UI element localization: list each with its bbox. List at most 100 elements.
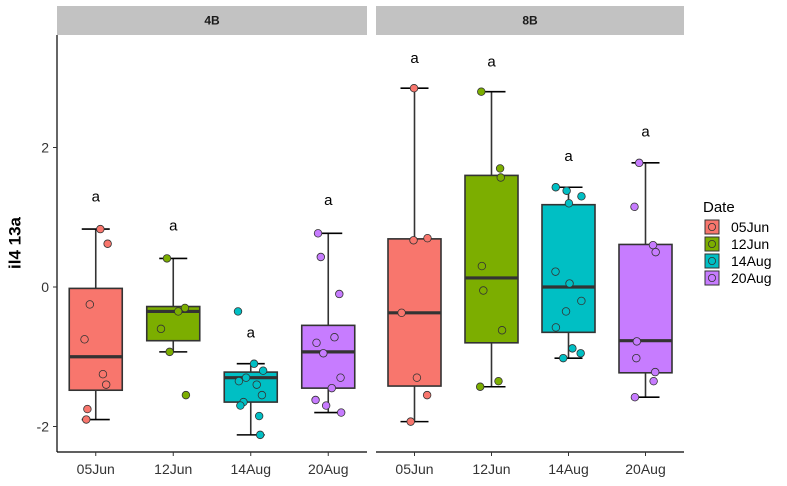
legend-title: Date xyxy=(703,199,735,216)
legend-label: 05Jun xyxy=(731,219,769,235)
significance-letter: a xyxy=(169,218,178,235)
data-point xyxy=(254,411,264,421)
legend-item-12Jun: 12Jun xyxy=(704,236,769,252)
box-group-14Aug: a 14Aug xyxy=(541,148,596,477)
data-point xyxy=(101,380,111,389)
legend-item-14Aug: 14Aug xyxy=(704,253,771,269)
data-point xyxy=(630,393,640,402)
y-axis-title: il4 13a xyxy=(5,216,24,269)
data-point xyxy=(497,326,507,335)
strip-background xyxy=(57,6,367,35)
data-point xyxy=(336,373,345,382)
box-group-12Jun: a 12Jun xyxy=(145,218,201,477)
x-tick-label: 05Jun xyxy=(77,461,115,477)
data-point xyxy=(551,183,560,192)
data-point xyxy=(630,202,639,211)
panels-layer: 4B a 05Jun a 12Jun a 14Aug a 20Aug 8B a 05Jun a 12Jun… xyxy=(57,6,684,477)
data-point xyxy=(258,366,268,375)
data-point xyxy=(319,349,328,358)
data-point xyxy=(162,254,172,263)
x-tick-label: 12Jun xyxy=(472,461,510,477)
box-group-14Aug: a 14Aug xyxy=(223,307,279,477)
x-tick-label: 14Aug xyxy=(548,461,588,477)
strip-label: 4B xyxy=(204,14,220,28)
data-point xyxy=(496,173,505,182)
panel-8B: 8B a 05Jun a 12Jun a 14Aug a 20Aug xyxy=(376,6,684,477)
data-point xyxy=(311,395,320,405)
significance-letter: a xyxy=(92,188,101,205)
box-12Jun xyxy=(464,174,519,344)
data-point xyxy=(257,390,267,400)
box-group-20Aug: a 20Aug xyxy=(618,123,673,477)
data-point xyxy=(561,307,571,316)
data-point xyxy=(85,300,95,309)
legend-key-point xyxy=(708,256,717,265)
data-point xyxy=(234,376,244,386)
x-tick-label: 14Aug xyxy=(231,461,271,477)
box-group-20Aug: a 20Aug xyxy=(300,192,356,477)
legend-label: 20Aug xyxy=(731,270,771,286)
legend-item-05Jun: 05Jun xyxy=(704,219,769,235)
data-point xyxy=(562,186,571,195)
significance-letter: a xyxy=(487,54,496,71)
data-point xyxy=(327,383,336,393)
x-tick-label: 12Jun xyxy=(154,461,192,477)
data-point xyxy=(494,376,503,386)
data-point xyxy=(651,247,660,257)
x-tick-label: 05Jun xyxy=(395,461,433,477)
y-tick-label: -2 xyxy=(37,419,50,435)
data-point xyxy=(479,286,488,295)
significance-letter: a xyxy=(410,50,419,67)
significance-letter: a xyxy=(564,148,573,165)
data-point xyxy=(313,229,323,238)
strip-label: 8B xyxy=(522,14,538,28)
data-point xyxy=(632,337,642,346)
data-point xyxy=(181,390,191,400)
data-point xyxy=(650,367,660,377)
panel-4B: 4B a 05Jun a 12Jun a 14Aug a 20Aug xyxy=(57,6,367,477)
box-group-05Jun: a 05Jun xyxy=(68,188,124,477)
legend-label: 14Aug xyxy=(731,253,771,269)
data-point xyxy=(103,239,112,248)
data-point xyxy=(241,373,251,382)
data-point xyxy=(477,261,487,271)
data-point xyxy=(564,199,574,208)
y-axis: -2 0 2 il4 13a xyxy=(5,35,58,452)
data-point xyxy=(180,303,190,313)
data-point xyxy=(409,84,419,93)
x-tick-label: 20Aug xyxy=(625,461,665,477)
data-point xyxy=(649,376,658,386)
data-point xyxy=(165,347,174,357)
data-point xyxy=(576,349,585,358)
data-point xyxy=(422,390,432,400)
data-point xyxy=(330,333,339,342)
data-point xyxy=(236,401,245,410)
strip-background xyxy=(376,6,684,35)
data-point xyxy=(252,380,261,389)
data-point xyxy=(635,158,644,168)
data-point xyxy=(648,240,658,250)
data-point xyxy=(83,404,92,414)
y-ticks: -2 0 2 xyxy=(37,140,57,435)
box-05Jun xyxy=(68,287,124,392)
data-point xyxy=(249,359,259,368)
significance-letter: a xyxy=(247,324,256,341)
data-point xyxy=(156,324,166,334)
data-point xyxy=(577,192,586,201)
legend-label: 12Jun xyxy=(731,236,769,252)
y-tick-label: 0 xyxy=(41,279,49,295)
data-point xyxy=(233,307,243,316)
data-point xyxy=(409,236,418,245)
data-point xyxy=(96,224,105,234)
data-point xyxy=(568,344,577,353)
data-point xyxy=(477,87,486,96)
legend-key-point xyxy=(708,239,717,248)
legend-item-20Aug: 20Aug xyxy=(704,270,771,286)
data-point xyxy=(316,252,325,262)
box-20Aug xyxy=(300,324,356,389)
data-point xyxy=(475,382,485,391)
data-point xyxy=(335,289,344,299)
